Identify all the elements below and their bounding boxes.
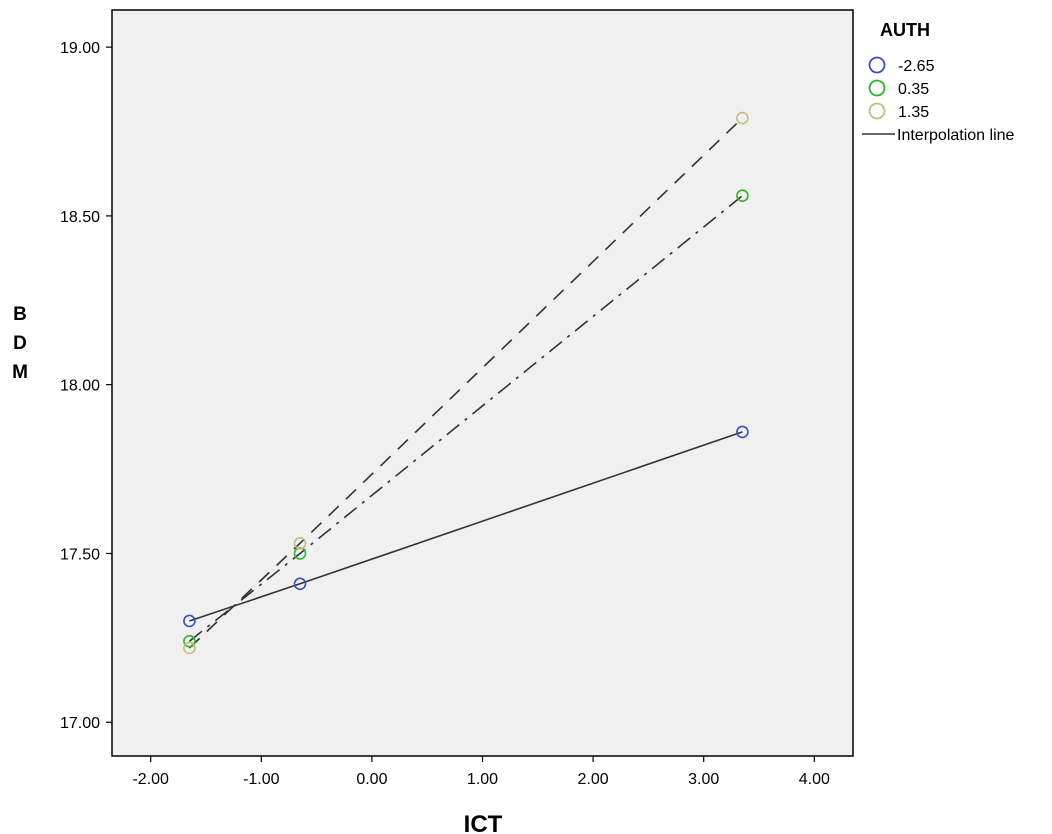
series-line [188, 117, 743, 649]
x-axis-title-text: ICT [464, 811, 503, 834]
x-tick-label: 2.00 [578, 771, 609, 788]
data-point [183, 634, 196, 648]
x-axis-title: ICT [464, 811, 503, 834]
legend-label: -2.65 [898, 58, 935, 75]
x-tick-label: -2.00 [132, 771, 169, 788]
series-line [189, 431, 743, 622]
interpolation-lines [188, 117, 743, 649]
y-tick-label: 19.00 [60, 40, 100, 57]
legend-marker [868, 56, 886, 74]
legend-interpolation-label: Interpolation line [897, 127, 1015, 144]
y-tick-label: 17.50 [60, 546, 100, 563]
y-axis-title-letter: B [13, 304, 27, 325]
data-point [293, 537, 307, 550]
legend: AUTH -2.65 0.35 1.35 Interpolation line [862, 20, 1015, 144]
legend-marker [868, 102, 886, 120]
y-tick-label: 18.50 [60, 209, 100, 226]
x-tick-label: 1.00 [467, 771, 498, 788]
x-tick-label: -1.00 [243, 771, 280, 788]
data-point [183, 641, 196, 655]
legend-marker [868, 79, 886, 97]
y-axis: 17.00 17.50 18.00 18.50 19.00 [60, 40, 112, 732]
y-axis-title-letter: D [13, 333, 27, 354]
legend-label: 0.35 [898, 81, 929, 98]
series-line [188, 195, 743, 642]
plot-area [112, 10, 853, 756]
data-point [293, 577, 307, 591]
data-point [293, 547, 307, 560]
x-tick-label: 0.00 [356, 771, 387, 788]
y-tick-label: 18.00 [60, 378, 100, 395]
y-axis-title-letter: M [12, 362, 28, 383]
x-tick-label: 4.00 [799, 771, 830, 788]
data-point [736, 425, 749, 439]
y-tick-label: 17.00 [60, 715, 100, 732]
legend-label: 1.35 [898, 104, 929, 121]
x-tick-label: 3.00 [688, 771, 719, 788]
data-markers [183, 111, 749, 655]
legend-title: AUTH [880, 20, 930, 40]
x-axis: -2.00 -1.00 0.00 1.00 2.00 3.00 4.00 [132, 756, 830, 788]
data-point [736, 111, 749, 125]
data-point [183, 614, 196, 628]
data-point [736, 189, 749, 202]
